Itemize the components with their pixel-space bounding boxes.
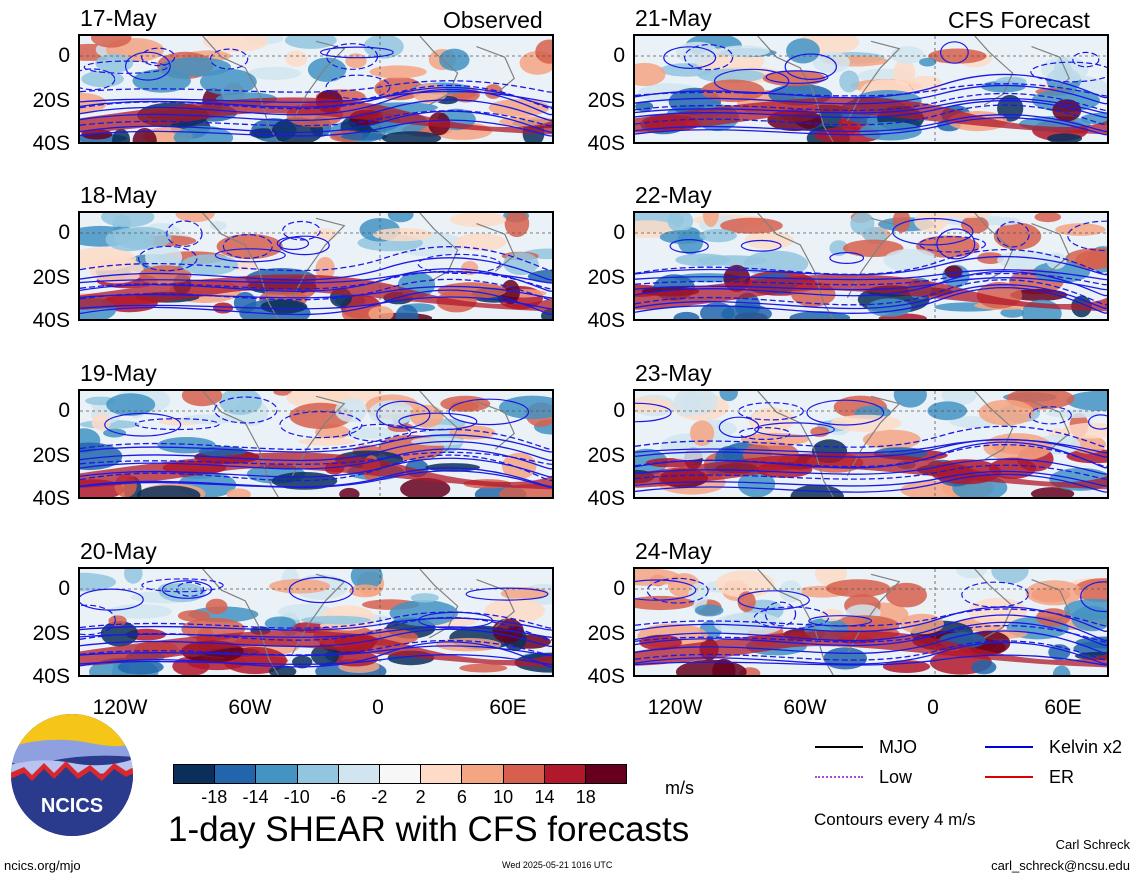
shear-map-17-May xyxy=(78,34,554,144)
colorbar-box xyxy=(255,765,297,783)
colorbar-box xyxy=(296,765,338,783)
panel-date-20-May: 20-May xyxy=(80,538,157,564)
lat-tick: 20S xyxy=(587,266,625,289)
colorbar-tick-label: 14 xyxy=(534,787,555,807)
colorbar-tick-label: 6 xyxy=(456,787,467,807)
lon-tick: 0 xyxy=(927,696,939,719)
colorbar-box xyxy=(584,765,627,783)
lat-tick: 40S xyxy=(32,132,70,155)
shear-map-21-May xyxy=(633,34,1109,144)
colorbar-unit: m/s xyxy=(665,778,694,798)
footer-author: Carl Schreck xyxy=(1055,837,1130,852)
colorbar-tick-label: -14 xyxy=(242,787,269,807)
ncics-logo: NCICS xyxy=(10,713,134,837)
lon-tick: 60E xyxy=(489,696,527,719)
panel-date-22-May: 22-May xyxy=(635,182,712,208)
panel-date-23-May: 23-May xyxy=(635,360,712,386)
logo-text: NCICS xyxy=(40,795,104,817)
colorbar-tick-label: 2 xyxy=(415,787,426,807)
forecast-column-label: CFS Forecast xyxy=(948,7,1090,33)
lat-tick: 20S xyxy=(587,444,625,467)
colorbar-tick-label: -18 xyxy=(201,787,228,807)
colorbar-box xyxy=(174,765,215,783)
colorbar-box xyxy=(502,765,544,783)
lat-tick: 40S xyxy=(587,309,625,332)
colorbar-tick-label: -2 xyxy=(371,787,388,807)
panel-date-17-May: 17-May xyxy=(80,5,157,31)
shear-map-19-May xyxy=(78,389,554,499)
panel-date-18-May: 18-May xyxy=(80,182,157,208)
legend-label: Low xyxy=(879,767,913,787)
panel-date-19-May: 19-May xyxy=(80,360,157,386)
lat-tick: 0 xyxy=(613,44,625,67)
lat-tick: 40S xyxy=(587,665,625,688)
shear-map-20-May xyxy=(78,567,554,677)
lon-tick: 60W xyxy=(228,696,272,719)
footer-timestamp: Wed 2025-05-21 1016 UTC xyxy=(502,860,613,870)
lat-tick: 20S xyxy=(587,89,625,112)
lat-tick: 0 xyxy=(58,44,70,67)
panel-date-24-May: 24-May xyxy=(635,538,712,564)
colorbar-tick-label: 10 xyxy=(493,787,514,807)
panel-date-21-May: 21-May xyxy=(635,5,712,31)
lat-tick: 20S xyxy=(32,89,70,112)
legend-label: Kelvin x2 xyxy=(1049,737,1123,757)
colorbar-box xyxy=(461,765,503,783)
contour-note: Contours every 4 m/s xyxy=(814,810,976,829)
lat-tick: 40S xyxy=(587,487,625,510)
lat-tick: 0 xyxy=(58,399,70,422)
shear-map-18-May xyxy=(78,211,554,321)
colorbar-tick-label: -10 xyxy=(283,787,310,807)
figure-title: 1-day SHEAR with CFS forecasts xyxy=(168,810,690,849)
shear-map-23-May xyxy=(633,389,1109,499)
footer-url[interactable]: ncics.org/mjo xyxy=(4,858,81,873)
legend-label: MJO xyxy=(879,737,917,757)
lat-tick: 40S xyxy=(32,487,70,510)
lat-tick: 40S xyxy=(32,309,70,332)
lat-tick: 40S xyxy=(587,132,625,155)
lon-tick: 60W xyxy=(783,696,827,719)
legend-line-er xyxy=(985,776,1033,778)
legend-line-kelvin-x2 xyxy=(985,746,1033,748)
lon-tick: 0 xyxy=(372,696,384,719)
colorbar-tick-label: 18 xyxy=(575,787,596,807)
lat-tick: 0 xyxy=(58,577,70,600)
lat-tick: 20S xyxy=(32,622,70,645)
shear-map-24-May xyxy=(633,567,1109,677)
observed-column-label: Observed xyxy=(443,7,543,33)
lon-tick: 60E xyxy=(1044,696,1082,719)
lat-tick: 0 xyxy=(58,221,70,244)
lon-tick: 120W xyxy=(92,696,148,719)
legend-line-mjo xyxy=(815,746,863,748)
shear-map-22-May xyxy=(633,211,1109,321)
colorbar-tick-label: -6 xyxy=(330,787,347,807)
lat-tick: 20S xyxy=(32,266,70,289)
lat-tick: 20S xyxy=(32,444,70,467)
lat-tick: 20S xyxy=(587,622,625,645)
lat-tick: 0 xyxy=(613,221,625,244)
lon-tick: 120W xyxy=(647,696,703,719)
colorbar-box xyxy=(214,765,256,783)
footer-email[interactable]: carl_schreck@ncsu.edu xyxy=(991,858,1130,873)
lat-tick: 0 xyxy=(613,577,625,600)
colorbar xyxy=(173,764,627,784)
legend-label: ER xyxy=(1049,767,1075,787)
colorbar-box xyxy=(420,765,462,783)
colorbar-box xyxy=(543,765,585,783)
lat-tick: 0 xyxy=(613,399,625,422)
colorbar-box xyxy=(337,765,379,783)
legend-line-low xyxy=(815,776,863,778)
colorbar-box xyxy=(378,765,421,783)
lat-tick: 40S xyxy=(32,665,70,688)
